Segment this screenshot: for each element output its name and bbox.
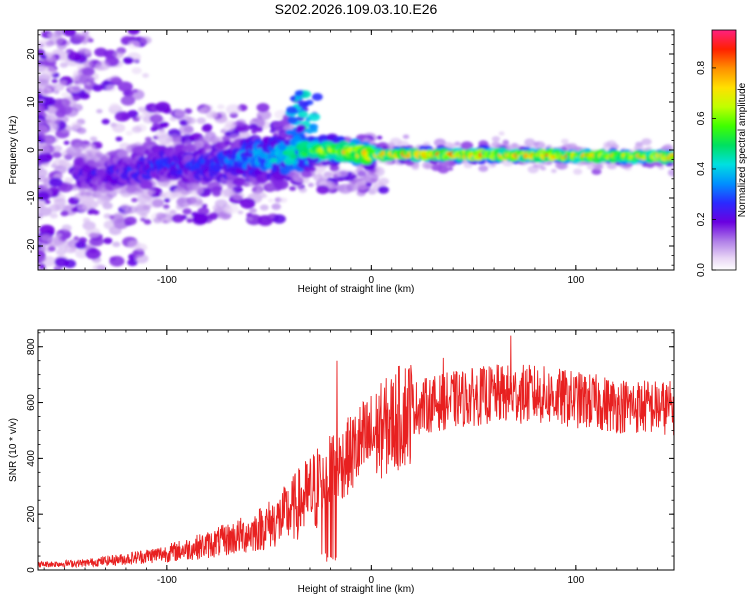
colorbar-tick-label: 0.6 — [696, 111, 707, 125]
y-tick-label: 10 — [26, 96, 37, 108]
spectrogram-y-label: Frequency (Hz) — [8, 116, 19, 185]
y-tick-label: 800 — [26, 338, 37, 355]
y-tick-label: 400 — [26, 450, 37, 467]
y-tick-label: -10 — [26, 190, 37, 205]
colorbar-tick-label: 0.0 — [696, 263, 707, 277]
y-tick-label: 600 — [26, 394, 37, 411]
colorbar-tick-label: 0.4 — [696, 162, 707, 176]
x-tick-label: 100 — [567, 275, 584, 286]
spectrogram-image — [38, 30, 674, 270]
spectrogram-y-ticks: -20 -10 0 10 20 — [26, 34, 674, 266]
y-tick-label: 0 — [26, 567, 37, 573]
y-tick-label: 0 — [26, 147, 37, 153]
x-tick-label: 0 — [369, 575, 375, 586]
y-tick-label: 200 — [26, 505, 37, 522]
colorbar-tick-label: 0.2 — [696, 212, 707, 226]
x-tick-label: -100 — [157, 575, 177, 586]
colorbar-tick-label: 0.8 — [696, 61, 707, 75]
x-tick-label: -100 — [157, 275, 177, 286]
figure-title: S202.2026.109.03.10.E26 — [275, 1, 438, 17]
snr-x-ticks: -100 0 100 — [43, 330, 659, 586]
colorbar-ticks: 0.0 0.2 0.4 0.6 0.8 — [696, 61, 716, 277]
colorbar-label: Normalized spectral amplitude — [737, 82, 748, 217]
x-tick-label: 0 — [369, 275, 375, 286]
spectrogram-x-ticks: -100 0 100 — [43, 30, 659, 286]
snr-y-ticks: 0 200 400 600 800 — [26, 332, 674, 573]
snr-x-label: Height of straight line (km) — [298, 584, 415, 595]
snr-panel: -100 0 100 0 200 400 600 800 Height of straigh… — [8, 329, 675, 595]
snr-series-line — [38, 335, 674, 569]
snr-y-label: SNR (10 * v/v) — [8, 418, 19, 482]
y-tick-label: -20 — [26, 238, 37, 253]
snr-frame — [37, 329, 675, 571]
colorbar — [711, 29, 737, 271]
y-tick-label: 20 — [26, 48, 37, 60]
spectrogram-x-label: Height of straight line (km) — [298, 284, 415, 295]
x-tick-label: 100 — [567, 575, 584, 586]
